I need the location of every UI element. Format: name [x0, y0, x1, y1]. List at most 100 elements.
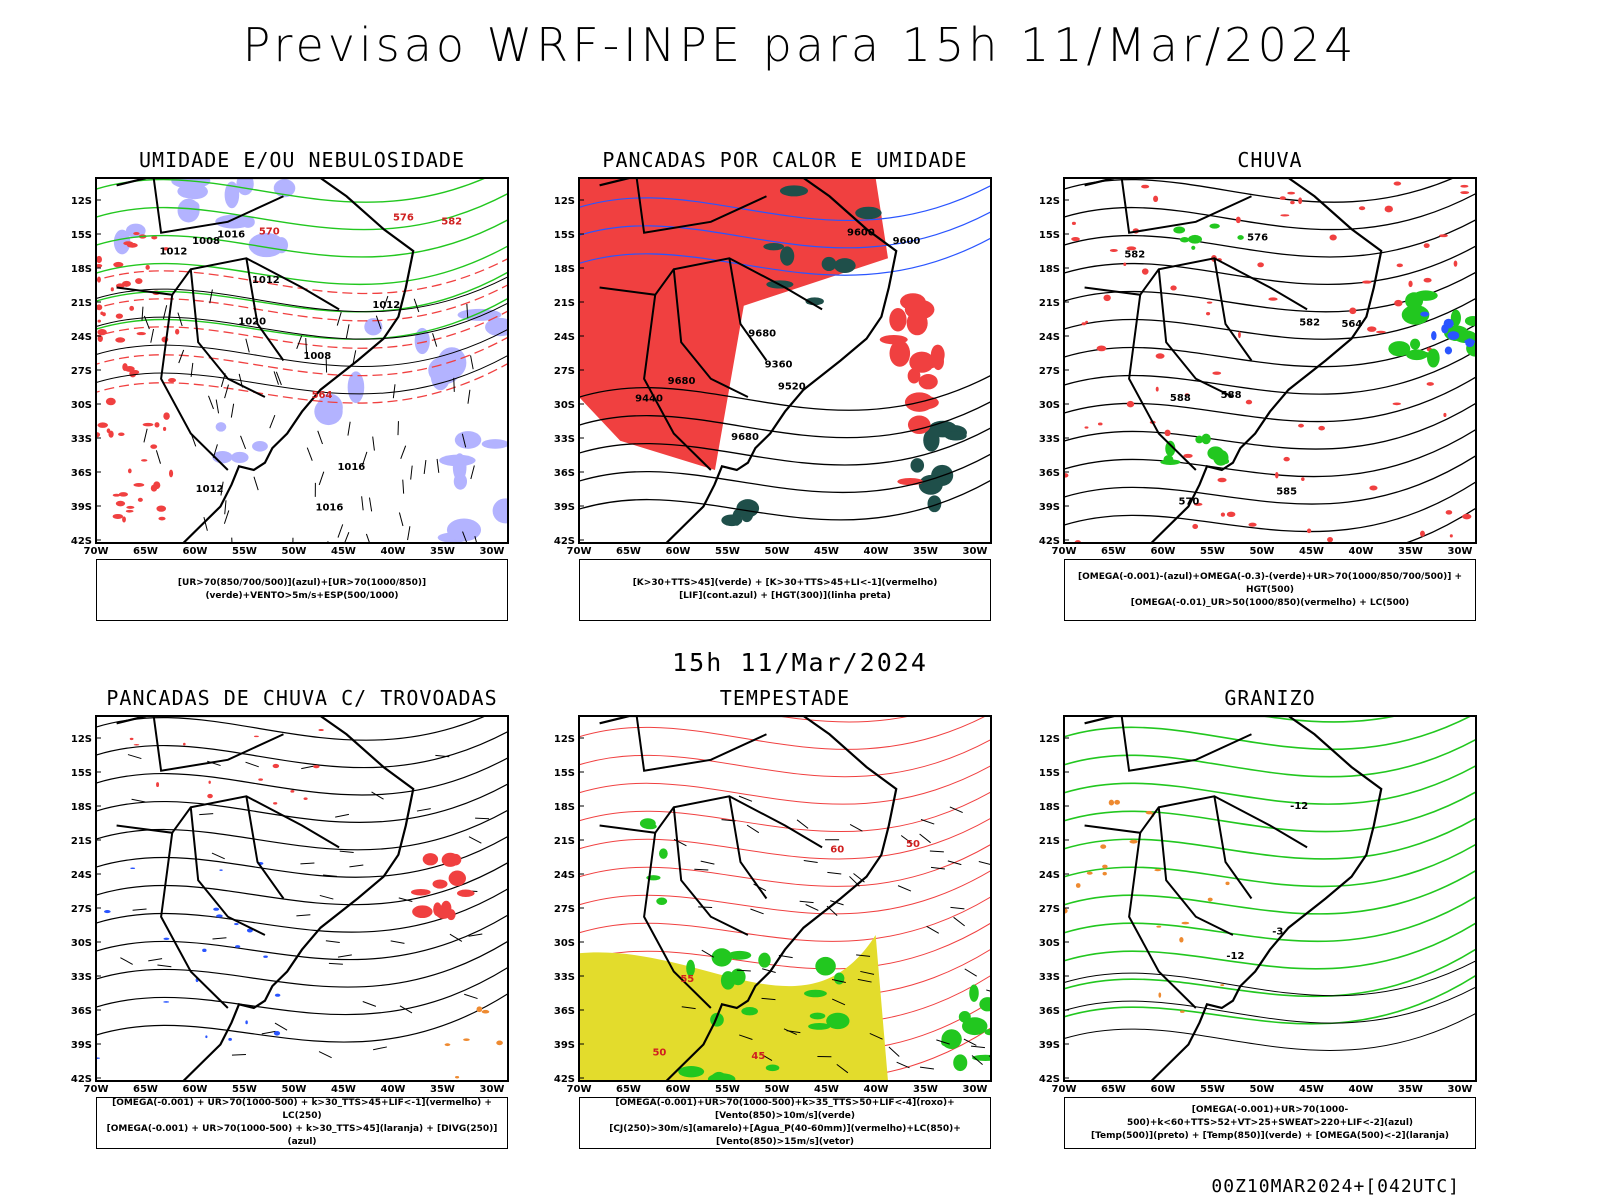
- lon-tick: 45W: [331, 1084, 356, 1095]
- wind-vector: [335, 813, 350, 818]
- divergence-area: [228, 1037, 232, 1041]
- wind-vector: [736, 969, 751, 972]
- panel-title: UMIDADE E/OU NEBULOSIDADE: [138, 148, 466, 172]
- country-border: [599, 257, 823, 311]
- wind-vector: [231, 1053, 246, 1056]
- moisture-area: [97, 422, 108, 428]
- thunderstorm-area: [449, 853, 462, 866]
- humidity-area: [224, 181, 240, 209]
- lon-tick: 30W: [1448, 1084, 1473, 1095]
- lon-tick: 30W: [963, 546, 988, 557]
- moisture-area: [137, 497, 143, 502]
- orange-area: [476, 1006, 483, 1013]
- humidity-area: [428, 356, 461, 385]
- lon-tick: 55W: [1200, 1084, 1225, 1095]
- height-contour: [1064, 218, 1476, 258]
- panel-title: GRANIZO: [1224, 686, 1316, 710]
- contour-label: 50: [652, 1048, 666, 1059]
- divergence-area: [205, 1035, 208, 1039]
- moisture-area: [110, 287, 114, 292]
- contour-label: 576: [1247, 233, 1268, 244]
- country-border: [672, 269, 749, 398]
- wind-vector: [296, 335, 303, 349]
- convection-area: [907, 415, 931, 435]
- moisture-area: [135, 278, 143, 284]
- wind-vector: [275, 371, 282, 386]
- wind-vector: [832, 998, 846, 1006]
- lat-tick: 33S: [1039, 434, 1060, 445]
- map-plot: 588 582 576 570 564 585 588 582 12S 15S 18S 21S 24S 2…: [1039, 177, 1477, 557]
- divergence-area: [263, 955, 268, 958]
- thunderstorm-area: [303, 797, 308, 800]
- lon-tick: 70W: [1052, 1084, 1077, 1095]
- lon-tick: 45W: [814, 1084, 839, 1095]
- rain-area: [1268, 297, 1278, 301]
- instability-area: [923, 428, 940, 452]
- rain-area: [1126, 400, 1135, 408]
- instability-area: [740, 504, 754, 523]
- contour-label: 9680: [668, 376, 696, 387]
- forecast-panel-4: PANCADAS DE CHUVA C/ TROVOADAS 12S 15S 18S 2…: [52, 686, 532, 1186]
- lat-tick: 27S: [1039, 904, 1060, 915]
- rain-area: [1460, 184, 1469, 188]
- humidity-area: [182, 200, 200, 213]
- instability-area: [910, 458, 925, 473]
- country-border: [1213, 258, 1253, 362]
- rain-area: [1192, 523, 1199, 530]
- wind-vector: [400, 445, 407, 459]
- orange-area: [444, 1043, 451, 1047]
- rain-area: [1460, 191, 1470, 194]
- orange-area: [481, 1009, 490, 1014]
- rain-area: [1193, 502, 1203, 506]
- lon-tick: 70W: [567, 1084, 592, 1095]
- lat-tick: 30S: [1039, 400, 1060, 411]
- thunderstorm-area: [318, 728, 324, 731]
- contour-label: 9680: [731, 432, 759, 443]
- lifted-index-contour: [579, 237, 991, 276]
- lat-tick: 24S: [71, 332, 92, 343]
- moisture-area: [115, 313, 123, 319]
- contour-label: 1020: [238, 316, 266, 327]
- lat-tick: 18S: [1039, 802, 1060, 813]
- thunderstorm-area: [432, 879, 448, 889]
- wind-vector: [344, 532, 350, 543]
- moisture-area: [122, 516, 126, 523]
- lat-tick: 18S: [554, 264, 575, 275]
- forecast-time: 15h 11/Mar/2024: [672, 648, 928, 677]
- wind-vector: [203, 516, 208, 531]
- moisture-area: [163, 412, 170, 420]
- rain-area: [1464, 315, 1476, 326]
- convection-area: [879, 335, 908, 345]
- rain-area: [1298, 197, 1303, 205]
- moisture-area: [145, 264, 150, 270]
- rain-area: [1096, 345, 1107, 352]
- omega-area: [1145, 810, 1153, 815]
- divergence-area: [234, 945, 241, 948]
- divergence-area: [202, 948, 207, 953]
- wind-vector: [950, 906, 965, 910]
- rain-area: [1217, 477, 1227, 483]
- precipitable-water-contour: [579, 843, 991, 887]
- wind-vector: [759, 1053, 773, 1061]
- omega-area: [1207, 897, 1213, 902]
- rain-area: [1420, 311, 1430, 317]
- moisture-area: [106, 428, 111, 434]
- wind-850-area: [834, 972, 845, 985]
- lifted-index-contour: [579, 184, 991, 222]
- wind-850-area: [826, 1012, 850, 1030]
- lat-tick: 36S: [71, 468, 92, 479]
- lat-tick: 27S: [71, 904, 92, 915]
- rain-area: [1362, 280, 1372, 284]
- thunderstorm-area: [272, 763, 280, 769]
- lon-tick: 70W: [1052, 546, 1077, 557]
- lat-tick: 30S: [1039, 938, 1060, 949]
- wind-vector: [836, 1063, 849, 1074]
- lat-tick: 24S: [1039, 870, 1060, 881]
- wind-850-area: [727, 950, 752, 960]
- rain-area: [1126, 246, 1137, 251]
- divergence-area: [219, 869, 223, 871]
- humidity-area: [481, 439, 508, 449]
- rain-area: [1443, 412, 1447, 418]
- wind-vector: [199, 813, 214, 816]
- rain-area: [1188, 234, 1203, 244]
